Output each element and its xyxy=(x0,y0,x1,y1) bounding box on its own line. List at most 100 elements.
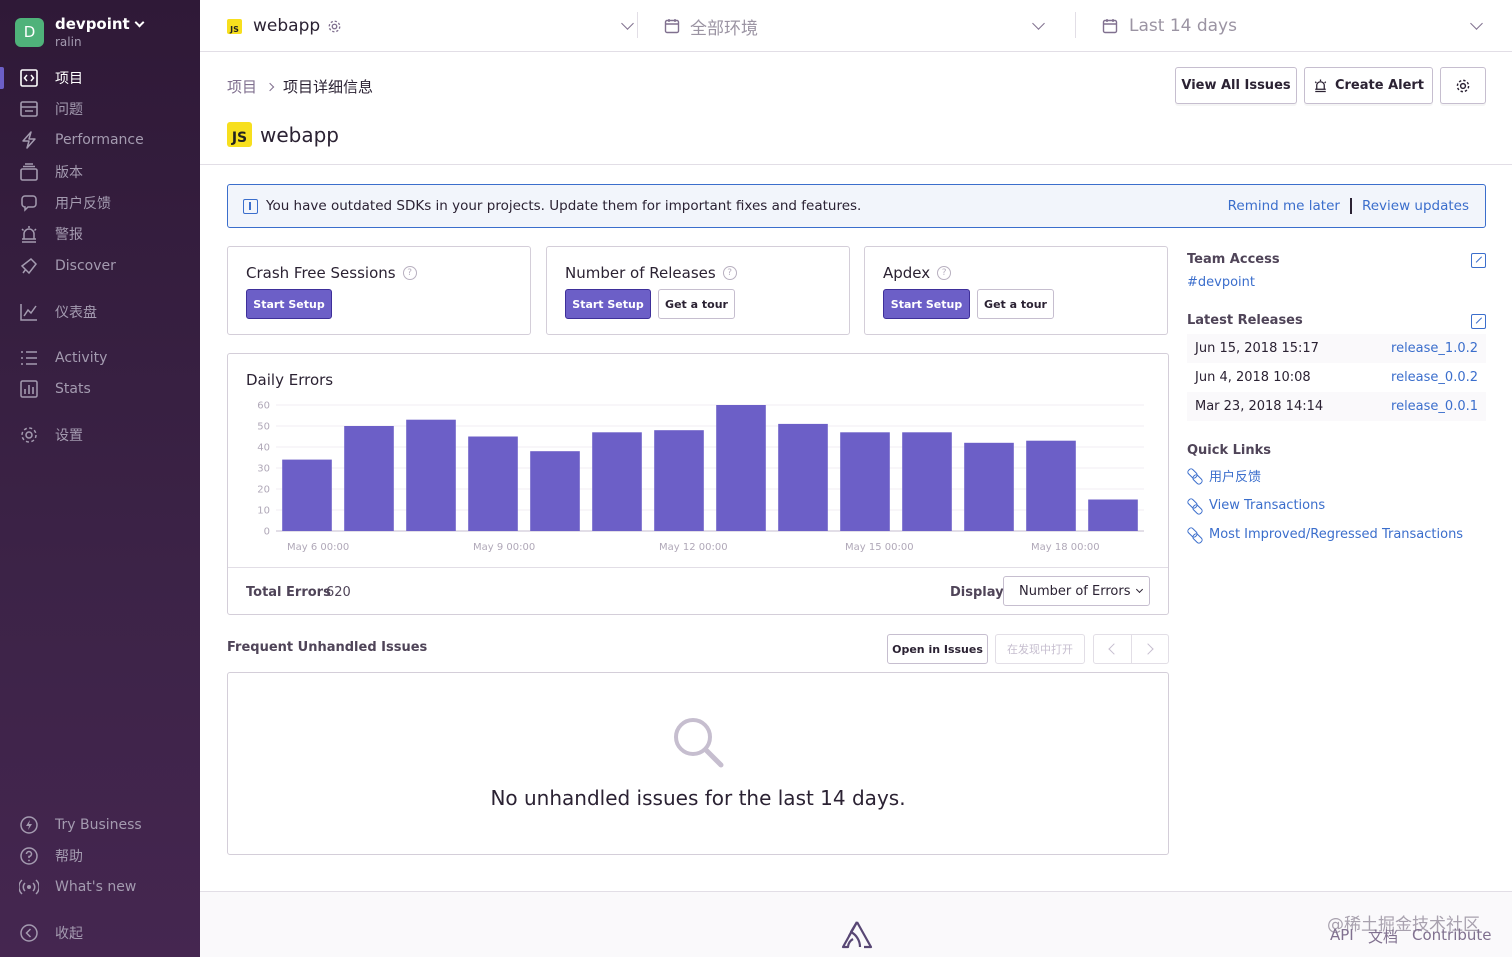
chart-bar xyxy=(406,419,456,531)
previous-page-button[interactable] xyxy=(1094,635,1131,663)
org-name: devpoint xyxy=(55,14,130,33)
project-settings-icon[interactable] xyxy=(327,19,342,34)
view-all-issues-button[interactable]: View All Issues xyxy=(1175,67,1297,104)
gear-icon xyxy=(19,425,39,445)
sidebar-item-alerts[interactable]: 警报 xyxy=(0,219,200,249)
calendar-icon xyxy=(1102,18,1118,34)
release-link[interactable]: release_0.0.1 xyxy=(1391,399,1478,414)
display-select[interactable]: Number of Errors xyxy=(1003,576,1150,606)
project-selector[interactable]: JS webapp xyxy=(227,0,635,52)
card-title: Crash Free Sessions xyxy=(246,264,396,282)
sidebar-item-stats[interactable]: Stats xyxy=(0,374,200,404)
sidebar-item-label: 用户反馈 xyxy=(55,196,111,212)
chevron-down-icon xyxy=(621,17,634,30)
get-a-tour-button[interactable]: Get a tour xyxy=(977,289,1054,319)
environment-selector[interactable]: 全部环境 xyxy=(664,0,1046,52)
quick-link-user-feedback[interactable]: 用户反馈 xyxy=(1187,465,1261,485)
sidebar-collapse[interactable]: 收起 xyxy=(0,918,200,948)
footer: @稀土掘金技术社区 API 文档 Contribute xyxy=(200,891,1512,957)
chevron-left-icon xyxy=(1108,643,1120,655)
question-icon[interactable]: ? xyxy=(402,266,417,280)
chart-bar xyxy=(902,432,952,531)
quick-link-view-transactions[interactable]: View Transactions xyxy=(1187,495,1325,515)
question-icon[interactable]: ? xyxy=(722,266,737,280)
search-icon xyxy=(671,715,725,773)
release-date: Mar 23, 2018 14:14 xyxy=(1195,399,1324,414)
sidebar-item-label: Activity xyxy=(55,350,108,366)
start-setup-button[interactable]: Start Setup xyxy=(883,289,970,319)
y-tick-label: 40 xyxy=(257,443,270,454)
org-switcher[interactable]: D devpoint ralin xyxy=(15,14,145,49)
question-icon[interactable]: ? xyxy=(937,266,952,280)
time-range-selector[interactable]: Last 14 days xyxy=(1102,0,1484,52)
footer-contribute-link[interactable]: Contribute xyxy=(1412,926,1492,944)
sidebar-item-settings[interactable]: 设置 xyxy=(0,420,200,450)
create-alert-button[interactable]: Create Alert xyxy=(1304,67,1433,104)
sidebar-item-issues[interactable]: 问题 xyxy=(0,94,200,124)
project-settings-button[interactable] xyxy=(1440,67,1486,104)
username: ralin xyxy=(55,34,82,49)
quick-link-improved-regressed[interactable]: Most Improved/Regressed Transactions xyxy=(1187,524,1463,544)
sidebar-item-projects[interactable]: 项目 xyxy=(0,63,200,93)
release-date: Jun 15, 2018 15:17 xyxy=(1195,341,1319,356)
x-tick-label: May 6 00:00 xyxy=(287,542,349,553)
release-link[interactable]: release_1.0.2 xyxy=(1391,341,1478,356)
sidebar-item-try-business[interactable]: Try Business xyxy=(0,810,200,840)
get-a-tour-button[interactable]: Get a tour xyxy=(658,289,735,319)
sidebar-item-user-feedback[interactable]: 用户反馈 xyxy=(0,188,200,218)
chart-bar xyxy=(344,426,394,531)
y-tick-label: 30 xyxy=(257,464,270,475)
start-setup-button[interactable]: Start Setup xyxy=(246,289,332,319)
upgrade-icon xyxy=(243,198,258,214)
team-access-title: Team Access xyxy=(1187,252,1280,267)
footer-docs-link[interactable]: 文档 xyxy=(1368,928,1399,946)
breadcrumb-current: 项目详细信息 xyxy=(283,78,374,96)
external-link-icon[interactable] xyxy=(1471,314,1486,329)
javascript-platform-icon: JS xyxy=(227,18,242,34)
sidebar-item-dashboards[interactable]: 仪表盘 xyxy=(0,297,200,327)
sidebar-item-label: 收起 xyxy=(55,926,83,942)
remind-me-later-link[interactable]: Remind me later xyxy=(1227,198,1340,214)
sidebar-item-discover[interactable]: Discover xyxy=(0,251,200,281)
sidebar-item-label: Discover xyxy=(55,258,116,274)
lightning-icon xyxy=(19,130,39,150)
external-link-icon[interactable] xyxy=(1471,253,1486,268)
sidebar-item-performance[interactable]: Performance xyxy=(0,125,200,155)
chart-footer: Total Errors 620 Display Number of Error… xyxy=(228,567,1168,614)
chart-bar xyxy=(468,436,518,531)
section-title: Frequent Unhandled Issues xyxy=(227,640,428,655)
siren-icon xyxy=(1313,78,1328,93)
chart-bar xyxy=(282,459,332,531)
start-setup-button[interactable]: Start Setup xyxy=(565,289,651,319)
release-link[interactable]: release_0.0.2 xyxy=(1391,370,1478,385)
sidebar-item-help[interactable]: 帮助 xyxy=(0,841,200,871)
next-page-button[interactable] xyxy=(1130,635,1168,663)
chart-title: Daily Errors xyxy=(246,371,334,389)
breadcrumb-projects[interactable]: 项目 xyxy=(227,78,258,96)
sidebar-item-whats-new[interactable]: What's new xyxy=(0,872,200,902)
release-row: Jun 4, 2018 10:08 release_0.0.2 xyxy=(1187,363,1486,392)
project-icon xyxy=(19,68,39,88)
graph-icon xyxy=(19,302,39,322)
x-tick-label: May 12 00:00 xyxy=(659,542,728,553)
quick-links-title: Quick Links xyxy=(1187,443,1272,458)
release-row: Jun 15, 2018 15:17 release_1.0.2 xyxy=(1187,334,1486,363)
org-avatar: D xyxy=(15,17,44,47)
list-icon xyxy=(19,348,39,368)
team-link[interactable]: #devpoint xyxy=(1187,275,1255,290)
open-in-issues-button[interactable]: Open in Issues xyxy=(887,634,988,664)
number-of-releases-card: Number of Releases? Start Setup Get a to… xyxy=(546,246,850,335)
open-in-discover-button[interactable]: 在发现中打开 xyxy=(995,634,1085,664)
sentry-logo-icon xyxy=(841,920,873,954)
releases-icon xyxy=(19,162,39,182)
sidebar-item-releases[interactable]: 版本 xyxy=(0,157,200,187)
collapse-icon xyxy=(19,923,39,943)
sidebar-item-activity[interactable]: Activity xyxy=(0,343,200,373)
release-row: Mar 23, 2018 14:14 release_0.0.1 xyxy=(1187,392,1486,421)
review-updates-link[interactable]: Review updates xyxy=(1361,198,1469,214)
watermark: @稀土掘金技术社区 xyxy=(1327,915,1480,935)
footer-api-link[interactable]: API xyxy=(1330,926,1354,944)
chevron-right-icon xyxy=(265,82,275,91)
alert-message: You have outdated SDKs in your projects.… xyxy=(266,198,862,214)
link-icon xyxy=(1187,527,1202,542)
